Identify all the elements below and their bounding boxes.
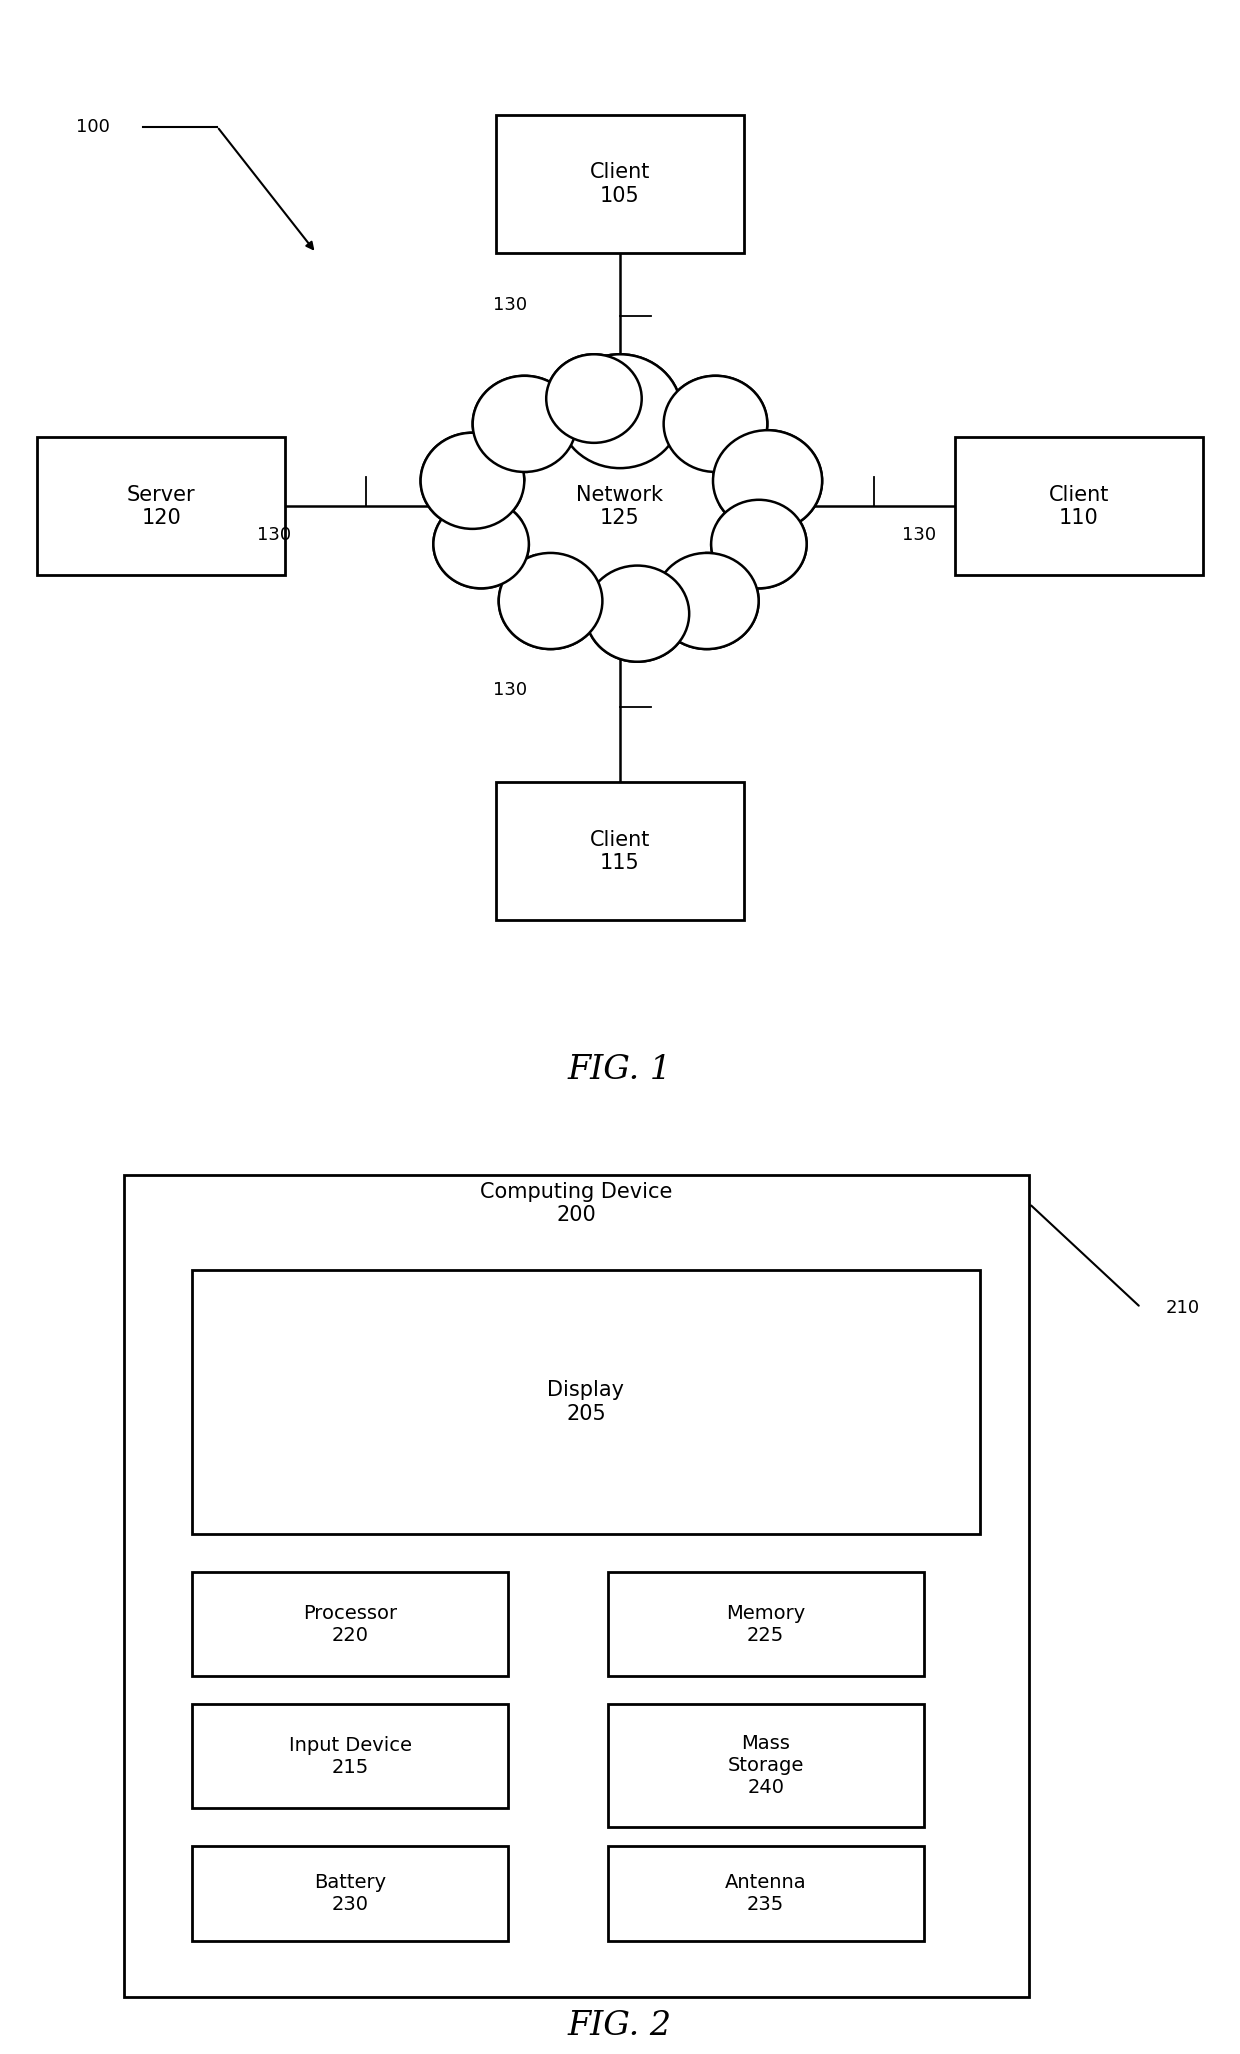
Text: Processor
220: Processor 220 xyxy=(304,1604,397,1645)
Circle shape xyxy=(558,353,682,468)
Text: Network
125: Network 125 xyxy=(577,485,663,528)
Circle shape xyxy=(434,499,528,587)
Bar xyxy=(608,1847,924,1941)
Text: Input Device
215: Input Device 215 xyxy=(289,1736,412,1777)
Circle shape xyxy=(472,376,577,472)
Circle shape xyxy=(498,553,603,649)
Circle shape xyxy=(420,433,525,528)
Bar xyxy=(496,115,744,253)
Circle shape xyxy=(585,565,689,661)
Bar xyxy=(608,1571,924,1676)
Bar xyxy=(192,1571,508,1676)
Circle shape xyxy=(585,565,689,661)
Circle shape xyxy=(663,376,768,472)
Text: FIG. 1: FIG. 1 xyxy=(568,1054,672,1087)
Bar xyxy=(608,1705,924,1828)
Circle shape xyxy=(472,376,577,472)
Circle shape xyxy=(420,433,525,528)
Circle shape xyxy=(663,376,768,472)
Circle shape xyxy=(498,553,603,649)
Bar xyxy=(37,438,285,575)
Circle shape xyxy=(655,553,759,649)
Bar xyxy=(192,1269,980,1534)
Bar xyxy=(496,783,744,920)
Circle shape xyxy=(558,353,682,468)
Text: 130: 130 xyxy=(901,526,936,544)
Text: Display
205: Display 205 xyxy=(547,1380,625,1423)
Bar xyxy=(124,1175,1029,1996)
Bar xyxy=(955,438,1203,575)
Text: FIG. 2: FIG. 2 xyxy=(568,2009,672,2042)
Circle shape xyxy=(655,553,759,649)
Text: Battery
230: Battery 230 xyxy=(314,1873,387,1914)
Text: Computing Device
200: Computing Device 200 xyxy=(480,1181,673,1226)
Circle shape xyxy=(712,499,806,587)
Bar xyxy=(192,1847,508,1941)
Circle shape xyxy=(712,499,806,587)
Circle shape xyxy=(522,415,718,598)
Text: 130: 130 xyxy=(492,682,527,698)
Circle shape xyxy=(434,499,528,587)
Text: 210: 210 xyxy=(1166,1298,1200,1317)
Text: Memory
225: Memory 225 xyxy=(727,1604,805,1645)
Circle shape xyxy=(546,353,642,444)
Text: 100: 100 xyxy=(76,117,110,136)
Text: 130: 130 xyxy=(492,296,527,314)
Text: Client
110: Client 110 xyxy=(1049,485,1109,528)
Text: Mass
Storage
240: Mass Storage 240 xyxy=(728,1734,804,1797)
Text: Client
115: Client 115 xyxy=(590,830,650,873)
Circle shape xyxy=(713,429,822,532)
Text: Antenna
235: Antenna 235 xyxy=(725,1873,806,1914)
Text: Server
120: Server 120 xyxy=(126,485,196,528)
Text: Client
105: Client 105 xyxy=(590,162,650,205)
Bar xyxy=(192,1705,508,1808)
Circle shape xyxy=(713,429,822,532)
Text: 130: 130 xyxy=(257,526,291,544)
Circle shape xyxy=(546,353,642,444)
